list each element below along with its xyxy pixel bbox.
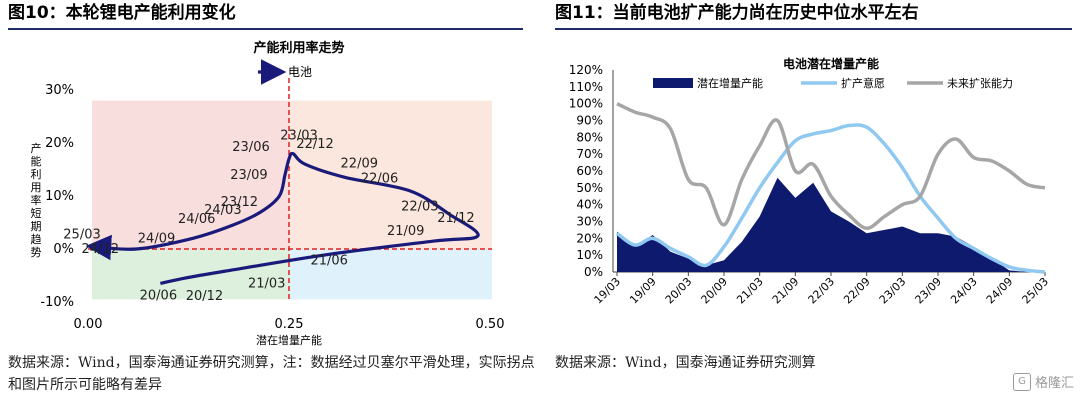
series-line-expansion-willingness [615, 123, 1046, 274]
y-tick-label: 70% [576, 147, 603, 161]
point-label: 22/12 [296, 137, 333, 152]
point-label: 24/12 [82, 242, 119, 257]
x-tick-label: 0.00 [74, 317, 103, 332]
legend-swatch-area [653, 78, 693, 88]
point-label: 25/03 [63, 227, 100, 242]
y-tick-label: 120% [569, 63, 603, 77]
quadrant-top-left [92, 100, 289, 249]
watermark-text: 格隆汇 [1034, 376, 1074, 391]
y-tick-label: 110% [569, 80, 603, 94]
left-title-rule [8, 28, 523, 30]
left-source-note: 数据来源：Wind，国泰海通证券研究测算，注：数据经过贝塞尔平滑处理，实际拐点和… [8, 355, 535, 393]
y-tick-label: 10% [576, 248, 603, 262]
x-tick-label: 25/03 [1020, 275, 1052, 307]
y-tick-label: 0% [584, 265, 603, 279]
x-tick-label: 19/09 [627, 275, 659, 307]
legend-label: 未来扩张能力 [947, 76, 1013, 90]
y-tick-label: 60% [576, 164, 603, 178]
x-tick-label: 22/09 [841, 275, 873, 307]
point-label: 22/09 [341, 156, 378, 171]
x-tick-label: 0.25 [275, 317, 304, 332]
quadrant-bottom-left [92, 249, 289, 300]
right-title-rule [555, 28, 1072, 30]
y-tick-label: 20% [45, 136, 74, 151]
point-label: 22/03 [401, 200, 438, 215]
x-axis-label: 潜在增量产能 [256, 333, 322, 347]
point-label: 23/03 [280, 129, 317, 144]
point-label: 23/09 [230, 168, 267, 183]
gelonghui-logo-icon: G [1012, 372, 1031, 391]
y-tick-label: -10% [40, 295, 74, 310]
legend-label: 扩产意愿 [841, 76, 885, 90]
point-label: 21/09 [387, 224, 424, 239]
series-area-potential-capacity [617, 177, 1045, 272]
point-label: 23/12 [221, 195, 258, 210]
x-tick-label: 22/03 [806, 275, 838, 307]
legend-label: 潜在增量产能 [697, 76, 763, 90]
x-tick-label: 0.50 [476, 317, 505, 332]
y-tick-label: 30% [576, 215, 603, 229]
series-line-battery [85, 151, 480, 286]
right-figure-title: 图11：当前电池扩产能力尚在历史中位水平左右 [555, 3, 919, 23]
point-label: 22/06 [361, 172, 398, 187]
point-label: 24/03 [204, 203, 241, 218]
quadrant-bottom-right [289, 249, 492, 300]
point-label: 24/06 [178, 212, 215, 227]
x-tick-label: 24/09 [984, 275, 1016, 307]
point-label: 24/09 [138, 231, 175, 246]
y-tick-label: 20% [576, 231, 603, 245]
point-label: 21/06 [310, 253, 347, 268]
y-axis-label: 产能利用率短期趋势 [31, 141, 42, 259]
point-label: 21/12 [437, 211, 474, 226]
chart-title: 产能利用率走势 [253, 40, 344, 56]
x-tick-label: 23/03 [877, 275, 909, 307]
y-tick-label: 50% [576, 181, 603, 195]
x-tick-label: 21/03 [734, 275, 766, 307]
right-source-note: 数据来源：Wind，国泰海通证券研究测算 [555, 355, 816, 371]
point-label: 23/06 [232, 140, 269, 155]
left-figure-title: 图10：本轮锂电产能利用变化 [8, 3, 236, 23]
x-tick-label: 21/09 [770, 275, 802, 307]
series-line-future-expansion [616, 102, 1046, 230]
point-label: 21/03 [248, 276, 285, 291]
chart-title: 电池潜在增量产能 [783, 56, 879, 71]
y-tick-label: 10% [45, 189, 74, 204]
watermark: G 格隆汇 [1012, 372, 1074, 391]
x-tick-label: 23/09 [913, 275, 945, 307]
quadrant-top-right [289, 100, 492, 249]
x-tick-label: 24/03 [948, 275, 980, 307]
right-chart: 电池潜在增量产能 0% 10% 20% 30% 40% 50% 60% 70% 80% 90% 100… [569, 56, 1052, 307]
y-tick-label: 90% [576, 114, 603, 128]
left-chart: 产能利用率走势 -10% 0% 10% 20% 30% 0.00 0.25 0.50 潜在增量产能… [31, 40, 505, 347]
y-tick-label: 80% [576, 130, 603, 144]
x-tick-label: 19/03 [592, 275, 624, 307]
x-tick-label: 20/09 [699, 275, 731, 307]
y-tick-label: 40% [576, 198, 603, 212]
legend-label-battery: 电池 [288, 65, 312, 79]
point-label: 20/12 [186, 289, 223, 304]
point-label: 20/06 [140, 288, 177, 303]
x-tick-label: 20/03 [663, 275, 695, 307]
y-tick-label: 0% [53, 242, 74, 257]
y-tick-label: 30% [45, 83, 74, 98]
y-tick-label: 100% [569, 97, 603, 111]
